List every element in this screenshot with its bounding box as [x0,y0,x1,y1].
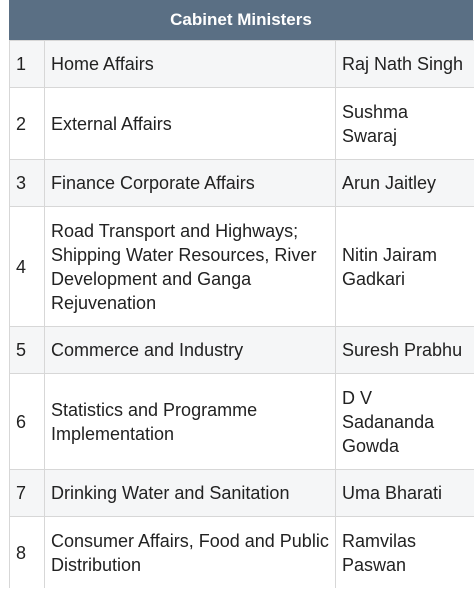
table-row: 1 Home Affairs Raj Nath Singh [9,40,474,88]
row-number: 1 [9,40,45,88]
minister-cell: Suresh Prabhu [335,326,474,374]
table-row: 3 Finance Corporate Affairs Arun Jaitley [9,159,474,207]
table-row: 4 Road Transport and Highways; Shipping … [9,206,474,327]
minister-cell: Nitin Jairam Gadkari [335,206,474,327]
minister-cell: Arun Jaitley [335,159,474,207]
table-row: 5 Commerce and Industry Suresh Prabhu [9,326,474,374]
table-row: 2 External Affairs Sushma Swaraj [9,87,474,160]
table-row: 7 Drinking Water and Sanitation Uma Bhar… [9,469,474,517]
portfolio-cell: Statistics and Programme Implementation [44,373,336,470]
cabinet-ministers-table: 1 Home Affairs Raj Nath Singh 2 External… [9,40,474,589]
row-number: 4 [9,206,45,327]
portfolio-cell: Consumer Affairs, Food and Public Distri… [44,516,336,589]
minister-cell: Uma Bharati [335,469,474,517]
portfolio-cell: Drinking Water and Sanitation [44,469,336,517]
minister-cell: D V Sadananda Gowda [335,373,474,470]
minister-cell: Ramvilas Paswan [335,516,474,589]
row-number: 6 [9,373,45,470]
portfolio-cell: Commerce and Industry [44,326,336,374]
bottom-edge [0,588,474,590]
portfolio-cell: Finance Corporate Affairs [44,159,336,207]
row-number: 2 [9,87,45,160]
table-row: 8 Consumer Affairs, Food and Public Dist… [9,516,474,589]
portfolio-cell: Road Transport and Highways; Shipping Wa… [44,206,336,327]
row-number: 7 [9,469,45,517]
table-row: 6 Statistics and Programme Implementatio… [9,373,474,470]
table-title: Cabinet Ministers [9,0,473,40]
row-number: 3 [9,159,45,207]
minister-cell: Sushma Swaraj [335,87,474,160]
minister-cell: Raj Nath Singh [335,40,474,88]
row-number: 5 [9,326,45,374]
row-number: 8 [9,516,45,589]
portfolio-cell: External Affairs [44,87,336,160]
portfolio-cell: Home Affairs [44,40,336,88]
